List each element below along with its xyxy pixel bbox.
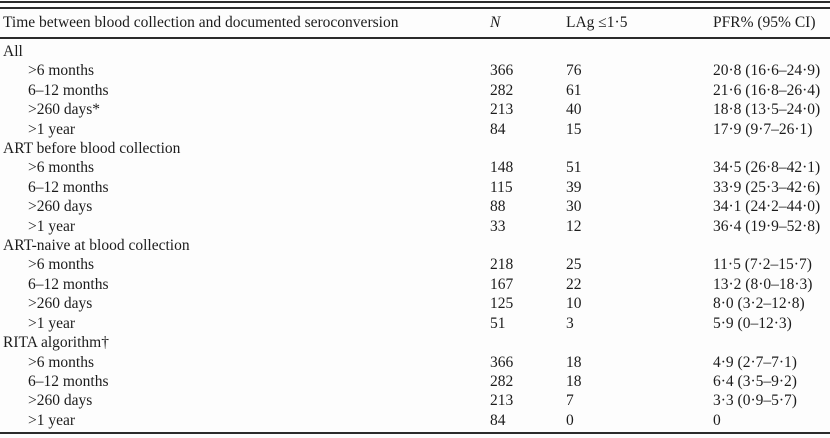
pfr-value: 18·8 (13·5–24·0) bbox=[713, 101, 821, 119]
lag-value: 0 bbox=[566, 411, 574, 429]
seroconversion-table: Time between blood collection and docume… bbox=[0, 9, 830, 430]
pfr-value: 34·1 (24·2–44·0) bbox=[713, 198, 821, 216]
lag-value: 51 bbox=[566, 159, 582, 177]
n-value: 125 bbox=[490, 295, 514, 313]
row-label: >260 days bbox=[28, 198, 93, 216]
lag-value: 22 bbox=[566, 275, 582, 293]
table-row: >1 year 84 15 17·9 (9·7–26·1) bbox=[0, 120, 830, 139]
pfr-value: 11·5 (7·2–15·7) bbox=[713, 256, 812, 274]
n-value: 84 bbox=[490, 411, 506, 429]
table-row: 6–12 months 282 61 21·6 (16·8–26·4) bbox=[0, 81, 830, 100]
n-value: 366 bbox=[490, 353, 514, 371]
table-body: All >6 months 366 76 20·8 (16·6–24·9) 6–12 mo… bbox=[0, 38, 830, 430]
header-row: Time between blood collection and docume… bbox=[0, 9, 830, 39]
top-double-rule bbox=[0, 1, 830, 9]
lag-value: 7 bbox=[566, 392, 574, 410]
n-value: 51 bbox=[490, 314, 506, 332]
pfr-value: 8·0 (3·2–12·8) bbox=[713, 295, 805, 313]
pfr-value: 3·3 (0·9–5·7) bbox=[713, 392, 797, 410]
n-value: 282 bbox=[490, 81, 514, 99]
row-label: 6–12 months bbox=[28, 275, 109, 293]
table-row: >1 year 33 12 36·4 (19·9–52·8) bbox=[0, 217, 830, 236]
row-label: >260 days bbox=[28, 295, 93, 313]
row-label: >260 days* bbox=[28, 101, 101, 119]
row-label: 6–12 months bbox=[28, 372, 109, 390]
pfr-value: 0 bbox=[713, 411, 721, 429]
lag-value: 25 bbox=[566, 256, 582, 274]
section-label: RITA algorithm† bbox=[3, 334, 109, 352]
table-row: >6 months 218 25 11·5 (7·2–15·7) bbox=[0, 255, 830, 274]
section-row: All bbox=[0, 38, 830, 61]
pfr-value: 6·4 (3·5–9·2) bbox=[713, 372, 797, 390]
lag-value: 10 bbox=[566, 295, 582, 313]
n-value: 167 bbox=[490, 275, 514, 293]
lag-value: 76 bbox=[566, 62, 582, 80]
row-label: >6 months bbox=[28, 159, 95, 177]
table-row: >260 days 213 7 3·3 (0·9–5·7) bbox=[0, 391, 830, 410]
pfr-value: 5·9 (0–12·3) bbox=[713, 314, 792, 332]
column-header-lag: LAg ≤1·5 bbox=[563, 9, 710, 39]
lag-value: 18 bbox=[566, 372, 582, 390]
pfr-value: 36·4 (19·9–52·8) bbox=[713, 217, 821, 235]
row-label: >6 months bbox=[28, 62, 95, 80]
section-row: ART-naive at blood collection bbox=[0, 236, 830, 255]
table-row: >260 days 125 10 8·0 (3·2–12·8) bbox=[0, 294, 830, 313]
table-row: >6 months 148 51 34·5 (26·8–42·1) bbox=[0, 158, 830, 177]
n-value: 213 bbox=[490, 101, 514, 119]
table-row: 6–12 months 282 18 6·4 (3·5–9·2) bbox=[0, 372, 830, 391]
lag-value: 3 bbox=[566, 314, 574, 332]
row-label: >260 days bbox=[28, 392, 93, 410]
n-value: 218 bbox=[490, 256, 514, 274]
column-header-n: N bbox=[487, 9, 563, 39]
section-row: RITA algorithm† bbox=[0, 333, 830, 352]
n-value: 88 bbox=[490, 198, 506, 216]
table-row: >6 months 366 18 4·9 (2·7–7·1) bbox=[0, 353, 830, 372]
lag-value: 12 bbox=[566, 217, 582, 235]
pfr-value: 33·9 (25·3–42·6) bbox=[713, 178, 821, 196]
n-value: 282 bbox=[490, 372, 514, 390]
lag-value: 15 bbox=[566, 120, 582, 138]
row-label: >6 months bbox=[28, 353, 95, 371]
lag-value: 39 bbox=[566, 178, 582, 196]
table-row: 6–12 months 167 22 13·2 (8·0–18·3) bbox=[0, 275, 830, 294]
column-header-pfr: PFR% (95% CI) bbox=[710, 9, 830, 39]
table-row: >6 months 366 76 20·8 (16·6–24·9) bbox=[0, 61, 830, 80]
table-row: >260 days* 213 40 18·8 (13·5–24·0) bbox=[0, 100, 830, 119]
table-row: >1 year 84 0 0 bbox=[0, 411, 830, 430]
pfr-value: 20·8 (16·6–24·9) bbox=[713, 62, 821, 80]
section-label: All bbox=[3, 43, 23, 60]
lag-value: 18 bbox=[566, 353, 582, 371]
row-label: >1 year bbox=[28, 217, 76, 235]
n-value: 115 bbox=[490, 178, 513, 196]
table-row: >1 year 51 3 5·9 (0–12·3) bbox=[0, 314, 830, 333]
row-label: 6–12 months bbox=[28, 178, 109, 196]
section-row: ART before blood collection bbox=[0, 139, 830, 158]
pfr-value: 34·5 (26·8–42·1) bbox=[713, 159, 821, 177]
pfr-value: 17·9 (9·7–26·1) bbox=[713, 120, 813, 138]
n-value: 213 bbox=[490, 392, 514, 410]
column-header-time-between: Time between blood collection and docume… bbox=[0, 9, 487, 39]
pfr-value: 4·9 (2·7–7·1) bbox=[713, 353, 797, 371]
pfr-value: 21·6 (16·8–26·4) bbox=[713, 81, 821, 99]
n-value: 84 bbox=[490, 120, 506, 138]
table-row: >260 days 88 30 34·1 (24·2–44·0) bbox=[0, 197, 830, 216]
n-value: 366 bbox=[490, 62, 514, 80]
pfr-value: 13·2 (8·0–18·3) bbox=[713, 275, 813, 293]
row-label: >1 year bbox=[28, 314, 76, 332]
row-label: >1 year bbox=[28, 411, 76, 429]
section-label: ART before blood collection bbox=[3, 140, 181, 158]
lag-value: 61 bbox=[566, 81, 582, 99]
n-value: 33 bbox=[490, 217, 506, 235]
row-label: 6–12 months bbox=[28, 81, 109, 99]
section-label: ART-naive at blood collection bbox=[3, 237, 190, 255]
lag-value: 30 bbox=[566, 198, 582, 216]
table-row: 6–12 months 115 39 33·9 (25·3–42·6) bbox=[0, 178, 830, 197]
row-label: >1 year bbox=[28, 120, 76, 138]
row-label: >6 months bbox=[28, 256, 95, 274]
bottom-double-rule bbox=[0, 432, 830, 438]
lag-value: 40 bbox=[566, 101, 582, 119]
n-value: 148 bbox=[490, 159, 514, 177]
